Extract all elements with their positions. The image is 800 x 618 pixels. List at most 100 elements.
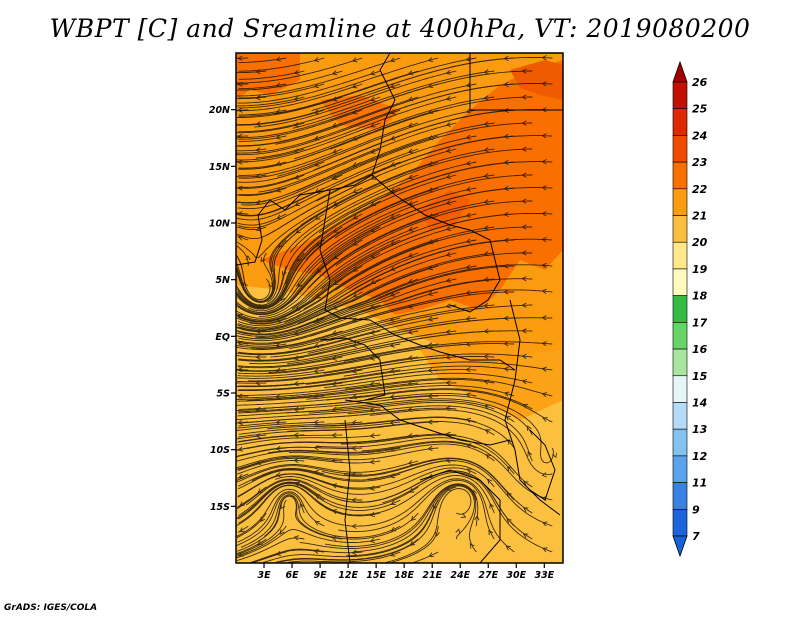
colorbar: 26 25 24 23 22 21 20 19 18 17 16 15 14 13 12 11 9 7 [672,60,708,558]
lon-label: 15E [366,570,386,581]
streamline [238,148,343,176]
streamline-arrow [390,135,396,141]
streamline [285,378,495,397]
streamline [344,317,553,346]
streamline [270,161,439,272]
streamline-arrow [410,515,416,521]
streamline [238,135,287,142]
streamline [236,499,287,556]
streamline-arrow [237,211,243,217]
streamline [236,529,381,559]
streamline [236,265,287,306]
streamline-arrow [293,69,300,75]
streamline-arrow [541,211,547,217]
streamline-arrow [316,268,322,274]
streamline-arrow [484,429,491,435]
streamline [236,200,305,221]
wbpt-region-23-24 [510,60,563,100]
streamline-arrow [370,253,376,259]
streamline-arrow [370,122,376,128]
streamline-arrow [445,95,452,101]
colorbar-swatch [672,322,688,350]
streamline-arrow [465,134,471,140]
streamline-arrow [523,507,529,513]
colorbar-label: 14 [692,396,707,409]
streamline-arrow [408,174,414,180]
streamline [272,187,439,307]
streamline [238,161,287,169]
colorbar-swatch [672,482,688,510]
colorbar-swatch [672,375,688,403]
streamline [308,401,515,423]
streamline [236,148,267,152]
streamline-arrow [445,277,452,283]
streamline-arrow [427,109,434,115]
streamline [263,499,439,563]
streamline [331,122,533,180]
streamline [305,365,515,385]
streamline [237,304,419,345]
streamline-arrow [237,107,243,113]
streamline [299,483,477,549]
streamline [238,70,419,117]
streamline-arrow [331,70,338,76]
streamline-arrow [465,238,471,244]
streamline-arrow [293,148,300,154]
colorbar-swatch [672,81,688,110]
streamline [236,278,419,335]
streamline-arrow [313,109,320,115]
streamline [236,538,267,555]
streamline [236,456,343,471]
streamline [237,265,401,329]
streamline [367,460,553,527]
streamline-arrow [541,185,547,191]
colorbar-swatch [672,241,688,270]
streamline [236,122,305,134]
colorbar-label: 13 [692,423,708,436]
streamline-arrow [237,235,244,241]
streamline [236,148,419,217]
streamline-arrow [521,198,527,204]
streamline-arrow [255,95,261,101]
streamline [236,330,343,349]
streamline-arrow [465,367,471,373]
streamline-arrow [351,523,357,529]
streamline-arrow [527,425,532,431]
streamline [236,408,381,421]
streamline-arrow [389,83,396,89]
streamline-arrow [352,135,358,141]
streamline-arrow [370,227,376,233]
streamline [238,356,343,369]
streamline-arrow [521,250,527,256]
streamline-arrow [483,121,489,127]
streamline-arrow [314,520,320,526]
streamline [236,488,363,537]
streamline-arrow [331,355,338,361]
streamline-arrow [313,57,320,63]
lon-label: 27E [478,570,498,581]
colorbar-swatch [672,508,688,537]
streamline-arrow [351,368,357,374]
streamline-arrow [541,315,547,321]
streamline [238,57,287,63]
streamline [236,354,267,358]
streamline [238,161,363,204]
streamline-arrow [295,306,301,311]
streamline-arrow [313,135,320,141]
streamline [382,472,553,553]
streamline [313,265,515,324]
streamline-arrow [407,355,413,361]
streamline-arrow [268,282,274,288]
streamline-arrow [390,526,397,532]
streamline [238,481,419,516]
streamline [351,161,553,214]
streamline-arrow [407,460,414,466]
streamline [385,488,472,563]
streamline [267,441,477,454]
streamline-arrow [369,329,376,335]
streamline-arrow [427,393,433,399]
streamline-arrow [314,214,321,220]
streamline [236,70,343,91]
streamline-arrow [523,481,529,486]
streamline-arrow [390,266,396,271]
